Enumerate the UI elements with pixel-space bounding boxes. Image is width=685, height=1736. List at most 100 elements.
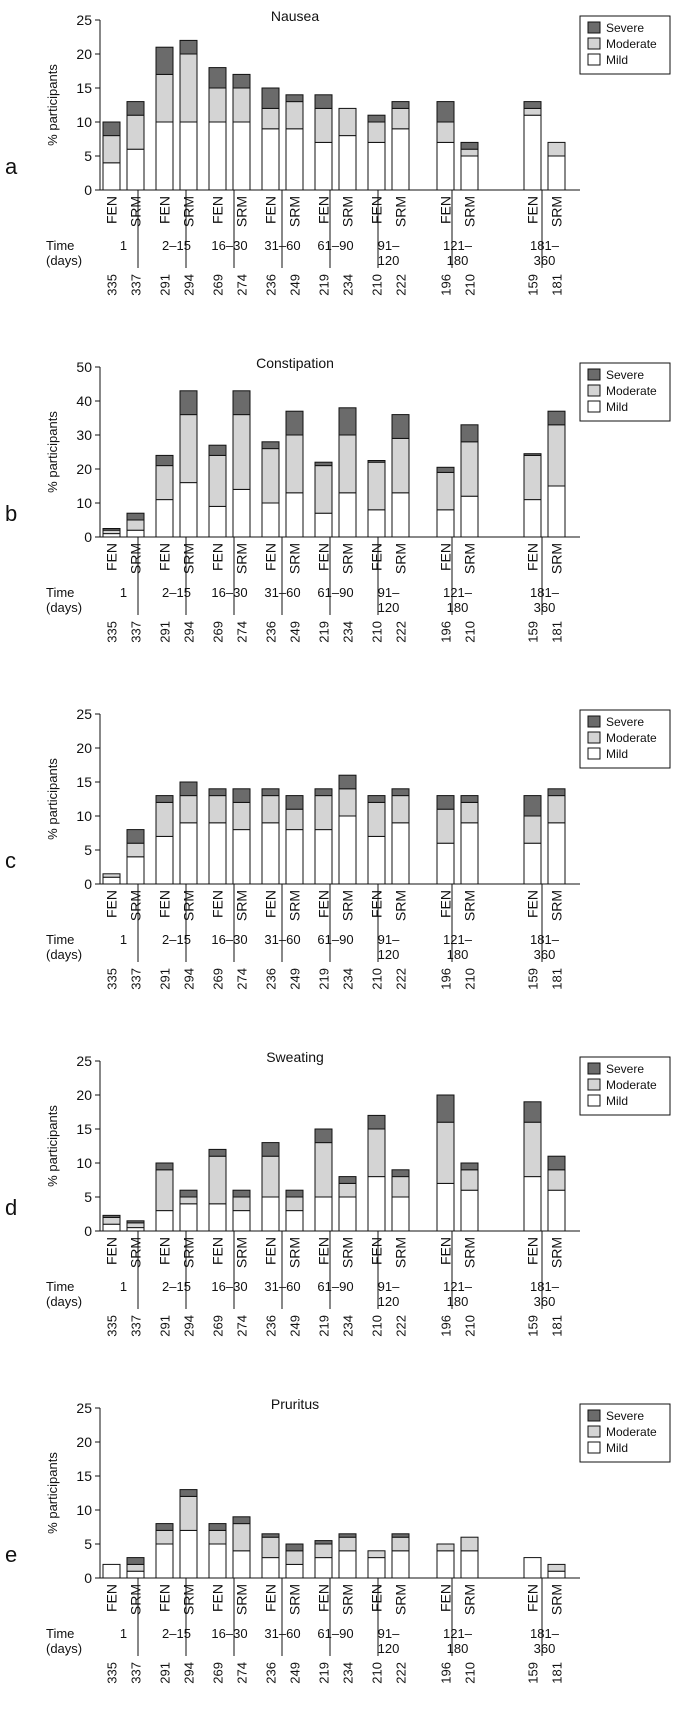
bar-moderate-segment <box>523 815 542 844</box>
bar-moderate-segment <box>314 1543 333 1559</box>
bar-treatment-label: SRM <box>287 196 303 227</box>
bar-treatment-label: FEN <box>525 196 541 224</box>
time-interval-label: 61–90 <box>317 238 353 253</box>
time-interval-label: 360 <box>534 1294 556 1309</box>
panel-letter: c <box>5 848 16 873</box>
time-interval-label: 16–30 <box>211 1626 247 1641</box>
bar-n-label: 291 <box>158 621 173 643</box>
bar-moderate-segment <box>523 1121 542 1178</box>
bar-treatment-label: SRM <box>181 890 197 921</box>
bar-moderate-segment <box>285 1550 304 1565</box>
bar-treatment-label: SRM <box>181 543 197 574</box>
bar-n-label: 210 <box>370 274 385 296</box>
bar-moderate-segment <box>232 414 251 490</box>
legend-label-moderate: Moderate <box>606 1425 657 1439</box>
bar-mild-segment <box>261 1196 280 1232</box>
y-tick-label: 25 <box>76 12 92 28</box>
bar-n-label: 181 <box>550 1315 565 1337</box>
legend-swatch-moderate <box>587 1078 601 1091</box>
y-tick-label: 10 <box>76 114 92 130</box>
bar-severe-segment <box>155 46 174 75</box>
bar-n-label: 236 <box>264 274 279 296</box>
bar-mild-segment <box>523 842 542 885</box>
time-interval-label: 16–30 <box>211 1279 247 1294</box>
legend-swatch-mild <box>587 400 601 413</box>
bar-n-label: 249 <box>288 274 303 296</box>
bar-treatment-label: FEN <box>369 1237 385 1265</box>
bar-moderate-segment <box>232 1196 251 1212</box>
bar-treatment-label: SRM <box>128 1237 144 1268</box>
legend-label-mild: Mild <box>606 747 628 761</box>
bar-treatment-label: FEN <box>316 543 332 571</box>
bar-n-label: 234 <box>341 1315 356 1337</box>
bar-treatment-label: FEN <box>369 543 385 571</box>
y-tick-label: 25 <box>76 1400 92 1416</box>
bar-treatment-label: SRM <box>549 1237 565 1268</box>
bar-mild-segment <box>155 121 174 191</box>
bar-n-label: 291 <box>158 274 173 296</box>
time-interval-label: 91– <box>378 1279 400 1294</box>
bar-n-label: 181 <box>550 1662 565 1684</box>
time-interval-label: 61–90 <box>317 1279 353 1294</box>
bar-treatment-label: SRM <box>181 1237 197 1268</box>
time-interval-label: 61–90 <box>317 1626 353 1641</box>
bar-n-label: 269 <box>211 1662 226 1684</box>
bar-moderate-segment <box>460 1536 479 1552</box>
bar-mild-segment <box>436 1550 455 1579</box>
bar-n-label: 236 <box>264 621 279 643</box>
bar-n-label: 234 <box>341 1662 356 1684</box>
bar-severe-segment <box>102 121 121 137</box>
y-tick-label: 10 <box>76 808 92 824</box>
bar-n-label: 222 <box>394 968 409 990</box>
bar-mild-segment <box>338 1550 357 1579</box>
bar-n-label: 274 <box>235 274 250 296</box>
bar-mild-segment <box>126 1227 145 1232</box>
bar-severe-segment <box>179 390 198 416</box>
bar-n-label: 210 <box>463 274 478 296</box>
bar-severe-segment <box>391 101 410 109</box>
legend-label-mild: Mild <box>606 53 628 67</box>
bar-treatment-label: FEN <box>210 196 226 224</box>
bar-moderate-segment <box>179 414 198 484</box>
bar-mild-segment <box>102 876 121 885</box>
bar-n-label: 234 <box>341 274 356 296</box>
bar-moderate-segment <box>367 121 386 143</box>
legend-label-mild: Mild <box>606 400 628 414</box>
bar-mild-segment <box>261 128 280 191</box>
bar-n-label: 210 <box>370 1315 385 1337</box>
bar-n-label: 196 <box>439 1662 454 1684</box>
bar-mild-segment <box>338 492 357 538</box>
bar-n-label: 274 <box>235 1662 250 1684</box>
bar-moderate-segment <box>179 53 198 123</box>
bar-treatment-label: SRM <box>462 1584 478 1615</box>
bar-severe-segment <box>523 453 542 456</box>
bar-moderate-segment <box>126 842 145 858</box>
bar-treatment-label: FEN <box>438 196 454 224</box>
time-interval-label: 181– <box>530 1626 560 1641</box>
time-interval-label: 121– <box>443 238 473 253</box>
bar-severe-segment <box>285 410 304 436</box>
bar-n-label: 210 <box>463 621 478 643</box>
bar-moderate-segment <box>261 107 280 130</box>
bar-mild-segment <box>338 1196 357 1232</box>
bar-mild-segment <box>261 502 280 538</box>
bar-treatment-label: SRM <box>181 1584 197 1615</box>
y-tick-label: 5 <box>84 1189 92 1205</box>
legend-label-mild: Mild <box>606 1094 628 1108</box>
bar-treatment-label: FEN <box>210 1584 226 1612</box>
bar-treatment-label: FEN <box>157 1584 173 1612</box>
bar-n-label: 219 <box>317 1315 332 1337</box>
bar-moderate-segment <box>391 107 410 130</box>
bar-moderate-segment <box>314 1142 333 1198</box>
bar-moderate-segment <box>261 448 280 504</box>
bar-moderate-segment <box>102 529 121 535</box>
bar-moderate-segment <box>261 1155 280 1198</box>
bar-mild-segment <box>338 815 357 885</box>
time-interval-label: 181– <box>530 238 560 253</box>
legend-swatch-moderate <box>587 1425 601 1438</box>
bar-moderate-segment <box>391 795 410 824</box>
time-interval-label: 121– <box>443 1626 473 1641</box>
bar-moderate-segment <box>460 1169 479 1191</box>
time-interval-label: 61–90 <box>317 585 353 600</box>
legend-swatch-moderate <box>587 384 601 397</box>
